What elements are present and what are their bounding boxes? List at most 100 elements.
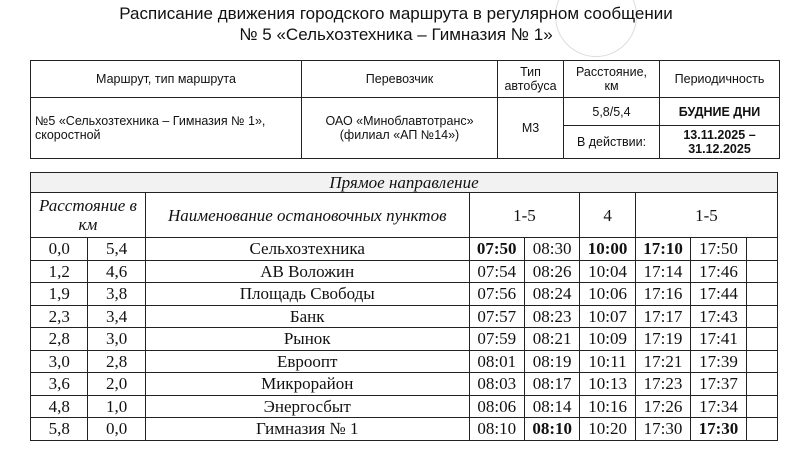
stop-name: Гимназия № 1	[144, 417, 470, 441]
carrier-value: ОАО «Миноблавтотранс» (филиал «АП №14»)	[301, 97, 498, 159]
departure-time: 17:41	[690, 327, 747, 351]
departure-time: 07:56	[468, 282, 525, 306]
departure-time: 08:10	[468, 417, 525, 441]
departure-time: 08:21	[523, 327, 581, 351]
departure-time: 17:23	[634, 372, 692, 396]
stop-name: Рынок	[144, 327, 470, 351]
stop-name: Банк	[144, 304, 470, 328]
header-carrier: Перевозчик	[301, 60, 498, 98]
table-row: 4,8 1,0 Энергосбыт 08:06 08:14 10:16 17:26 17:3…	[29, 394, 779, 418]
empty-cell	[745, 417, 779, 441]
distance-from-start: 4,8	[29, 394, 89, 418]
departure-time: 07:50	[468, 237, 525, 261]
departure-time: 10:11	[579, 349, 636, 373]
distance-from-start: 1,2	[29, 259, 89, 283]
distance-to-end: 3,0	[87, 327, 146, 351]
departure-time: 08:24	[523, 282, 581, 306]
distance-value: 5,8/5,4	[563, 97, 660, 126]
departure-time: 17:46	[690, 259, 747, 283]
title-line-2: № 5 «Сельхозтехника – Гимназия № 1»	[239, 25, 553, 44]
distance-to-end: 0,0	[87, 417, 146, 441]
stop-name: Энергосбыт	[144, 394, 470, 418]
empty-cell	[745, 327, 779, 351]
departure-time: 08:26	[523, 259, 581, 283]
departure-time: 07:54	[468, 259, 525, 283]
departure-time: 17:44	[690, 282, 747, 306]
departure-time: 07:59	[468, 327, 525, 351]
route-info-table: Маршрут, тип маршрута Перевозчик Тип авт…	[30, 60, 780, 159]
departure-time: 17:21	[634, 349, 692, 373]
departure-time: 08:10	[523, 417, 581, 441]
departure-time: 08:06	[468, 394, 525, 418]
departure-time: 10:16	[579, 394, 636, 418]
departure-time: 17:43	[690, 304, 747, 328]
departure-time: 17:39	[690, 349, 747, 373]
table-row: 3,0 2,8 Евроопт 08:01 08:19 10:11 17:21 17:39	[29, 349, 779, 373]
departure-time: 17:34	[690, 394, 747, 418]
distance-from-start: 0,0	[29, 237, 89, 261]
empty-cell	[745, 394, 779, 418]
title-line-1: Расписание движения городского маршрута …	[119, 4, 673, 23]
departure-time: 17:19	[634, 327, 692, 351]
distance-from-start: 3,6	[29, 372, 89, 396]
departure-time: 08:30	[523, 237, 581, 261]
departure-time: 17:30	[690, 417, 747, 441]
distance-to-end: 1,0	[87, 394, 146, 418]
distance-to-end: 3,4	[87, 304, 146, 328]
table-row: 1,2 4,6 АВ Воложин 07:54 08:26 10:04 17:14 17:4…	[29, 259, 779, 283]
valid-label: В действии:	[563, 125, 660, 159]
departure-time: 17:37	[690, 372, 747, 396]
departure-time: 17:14	[634, 259, 692, 283]
days-group-2: 4	[579, 192, 636, 238]
empty-cell	[745, 349, 779, 373]
header-periodicity: Периодичность	[659, 60, 780, 98]
distance-from-start: 5,8	[29, 417, 89, 441]
departure-time: 17:16	[634, 282, 692, 306]
departure-time: 17:17	[634, 304, 692, 328]
distance-to-end: 2,8	[87, 349, 146, 373]
stop-name-header: Наименование остановочных пунктов	[144, 192, 470, 238]
table-row: 5,8 0,0 Гимназия № 1 08:10 08:10 10:20 17:30 17…	[29, 417, 779, 441]
empty-cell	[745, 282, 779, 306]
header-distance: Расстояние, км	[563, 60, 660, 98]
departure-time: 17:50	[690, 237, 747, 261]
departure-time: 17:26	[634, 394, 692, 418]
departure-time: 08:19	[523, 349, 581, 373]
table-row: 2,8 3,0 Рынок 07:59 08:21 10:09 17:19 17:41	[29, 327, 779, 351]
periodicity-value: БУДНИЕ ДНИ	[659, 97, 780, 126]
departure-time: 17:10	[634, 237, 692, 261]
empty-cell	[745, 372, 779, 396]
header-bus-type: Тип автобуса	[497, 60, 564, 98]
departure-time: 10:06	[579, 282, 636, 306]
table-row: 2,3 3,4 Банк 07:57 08:23 10:07 17:17 17:43	[29, 304, 779, 328]
route-value: №5 «Сельхозтехника – Гимназия № 1», скор…	[30, 97, 302, 159]
departure-time: 10:13	[579, 372, 636, 396]
departure-time: 08:14	[523, 394, 581, 418]
table-row: 1,9 3,8 Площадь Свободы 07:56 08:24 10:06 17:1…	[29, 282, 779, 306]
distance-to-end: 5,4	[87, 237, 146, 261]
table-row: 0,0 5,4 Сельхозтехника 07:50 08:30 10:00 17:10…	[29, 237, 779, 261]
table-row: 3,6 2,0 Микрорайон 08:03 08:17 10:13 17:23 17:3…	[29, 372, 779, 396]
header-route: Маршрут, тип маршрута	[30, 60, 302, 98]
distance-from-start: 2,8	[29, 327, 89, 351]
departure-time: 10:00	[579, 237, 636, 261]
departure-time: 08:17	[523, 372, 581, 396]
stop-name: Площадь Свободы	[144, 282, 470, 306]
days-group-1: 1-5	[468, 192, 581, 238]
bus-type-value: М3	[497, 97, 564, 159]
departure-time: 10:20	[579, 417, 636, 441]
stop-name: Микрорайон	[144, 372, 470, 396]
distance-from-start: 2,3	[29, 304, 89, 328]
empty-cell	[745, 259, 779, 283]
departure-time: 10:07	[579, 304, 636, 328]
empty-cell	[745, 237, 779, 261]
direction-header: Прямое направление	[30, 172, 778, 193]
distance-header: Расстояние в км	[30, 192, 146, 238]
stop-name: АВ Воложин	[144, 259, 470, 283]
departure-time: 08:01	[468, 349, 525, 373]
distance-to-end: 3,8	[87, 282, 146, 306]
empty-cell	[745, 304, 779, 328]
valid-dates: 13.11.2025 – 31.12.2025	[659, 125, 780, 159]
departure-time: 10:04	[579, 259, 636, 283]
days-group-3: 1-5	[634, 192, 779, 238]
